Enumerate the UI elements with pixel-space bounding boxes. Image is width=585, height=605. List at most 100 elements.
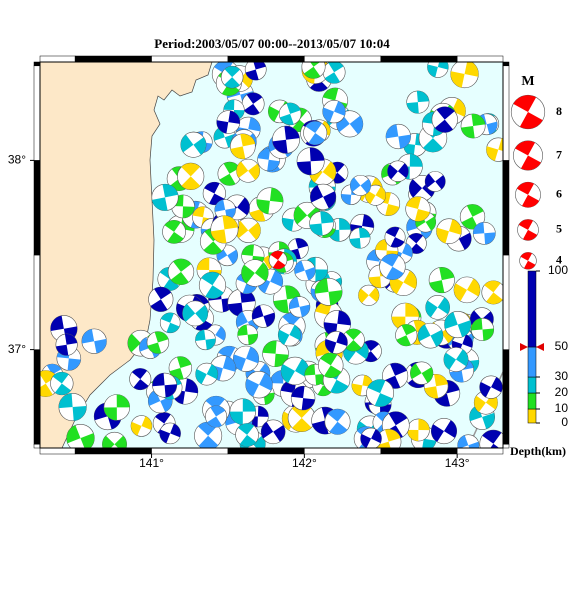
focal-mechanism (309, 211, 334, 236)
ball-quadrant (102, 435, 127, 448)
ball-quadrant (169, 356, 192, 380)
ball-quadrant (444, 312, 471, 338)
ball-quadrant (272, 126, 300, 154)
frame-bar (151, 55, 229, 63)
focal-mechanism (322, 62, 346, 84)
ball-quadrant (461, 204, 484, 230)
focal-mechanism (195, 362, 219, 386)
ball-quadrant (309, 161, 336, 183)
ball-quadrant (198, 422, 219, 448)
focal-mechanism (387, 160, 409, 182)
ball-quadrant (383, 363, 407, 389)
ball-quadrant (230, 133, 256, 159)
depth-band (527, 392, 537, 410)
ball-quadrant (408, 233, 424, 254)
land (40, 62, 213, 448)
ball-quadrant (443, 349, 469, 370)
ball-quadrant (245, 62, 266, 81)
ball-quadrant (257, 148, 280, 171)
ball-quadrant (349, 227, 371, 249)
focal-mechanism (385, 123, 411, 150)
ball-quadrant (486, 138, 503, 161)
ball-quadrant (515, 140, 541, 171)
ball-quadrant (516, 182, 540, 208)
focal-mechanism (470, 317, 495, 342)
focal-mechanism (405, 196, 431, 222)
ball-quadrant (322, 101, 346, 123)
ball-quadrant (256, 187, 284, 214)
focal-mechanism (280, 356, 310, 386)
ball-quadrant (130, 416, 152, 436)
lon-tick-label: 142° (292, 456, 317, 470)
focal-mechanism (195, 329, 216, 351)
focal-mechanism (349, 227, 371, 249)
focal-mechanism (182, 300, 209, 327)
ball-quadrant (297, 147, 325, 175)
ball-quadrant (262, 340, 289, 367)
ball-quadrant (159, 423, 181, 444)
ball-quadrant (182, 303, 208, 323)
ball-quadrant (247, 406, 269, 427)
ball-quadrant (304, 62, 321, 79)
ball-quadrant (181, 163, 201, 190)
ball-quadrant (233, 346, 259, 371)
focal-mechanism (407, 418, 430, 442)
ball-quadrant (457, 435, 479, 448)
frame-bar (151, 447, 229, 455)
ball-quadrant (238, 423, 257, 447)
depth-tick-label: 10 (555, 401, 569, 415)
focal-mechanism (256, 187, 284, 215)
focal-mechanism (324, 331, 348, 354)
ball-quadrant (164, 220, 184, 244)
focal-mechanism (294, 259, 316, 282)
mainshock (268, 250, 288, 270)
ball-quadrant (427, 62, 449, 78)
focal-mechanism (457, 434, 480, 448)
focal-mechanism (296, 147, 325, 176)
focal-mechanism (453, 276, 481, 304)
magnitude-ball (517, 219, 539, 241)
lat-tick-label: 38° (8, 153, 26, 167)
frame-bar (227, 55, 305, 63)
frame-bar (304, 447, 382, 455)
ball-quadrant (152, 184, 178, 211)
ball-quadrant (431, 420, 457, 442)
ball-quadrant (425, 297, 450, 318)
ball-quadrant (418, 324, 444, 347)
ball-quadrant (81, 329, 107, 354)
magnitude-title: M (521, 74, 534, 89)
focal-mechanism (146, 331, 170, 354)
focal-mechanism (424, 171, 446, 192)
focal-mechanism (318, 352, 344, 379)
focal-mechanism (251, 304, 276, 328)
ball-quadrant (281, 358, 309, 384)
focal-mechanism (303, 121, 328, 146)
focal-mechanism (198, 271, 227, 299)
ball-quadrant (305, 121, 325, 145)
ball-quadrant (150, 287, 172, 312)
frame-bar (33, 349, 41, 445)
focal-mechanism (81, 328, 107, 354)
focal-mechanism (159, 422, 181, 445)
focal-mechanism (232, 345, 260, 372)
ball-quadrant (223, 99, 245, 121)
ball-quadrant (224, 66, 240, 89)
magnitude-ball (510, 94, 546, 130)
ball-quadrant (219, 162, 240, 186)
depth-tick-label: 50 (555, 339, 569, 353)
ball-quadrant (227, 288, 256, 317)
lon-tick-label: 141° (139, 456, 164, 470)
focal-mechanism (382, 362, 409, 389)
depth-tick-label: 0 (561, 415, 568, 429)
ball-quadrant (207, 405, 226, 428)
ball-quadrant (325, 331, 348, 354)
focal-mechanism (102, 431, 127, 448)
ball-quadrant (201, 272, 224, 299)
focal-mechanism (129, 368, 152, 391)
ball-quadrant (376, 429, 401, 448)
focal-mechanism (358, 284, 380, 306)
ball-quadrant (385, 227, 405, 248)
ball-quadrant (273, 285, 301, 313)
frame-bar (227, 447, 305, 455)
